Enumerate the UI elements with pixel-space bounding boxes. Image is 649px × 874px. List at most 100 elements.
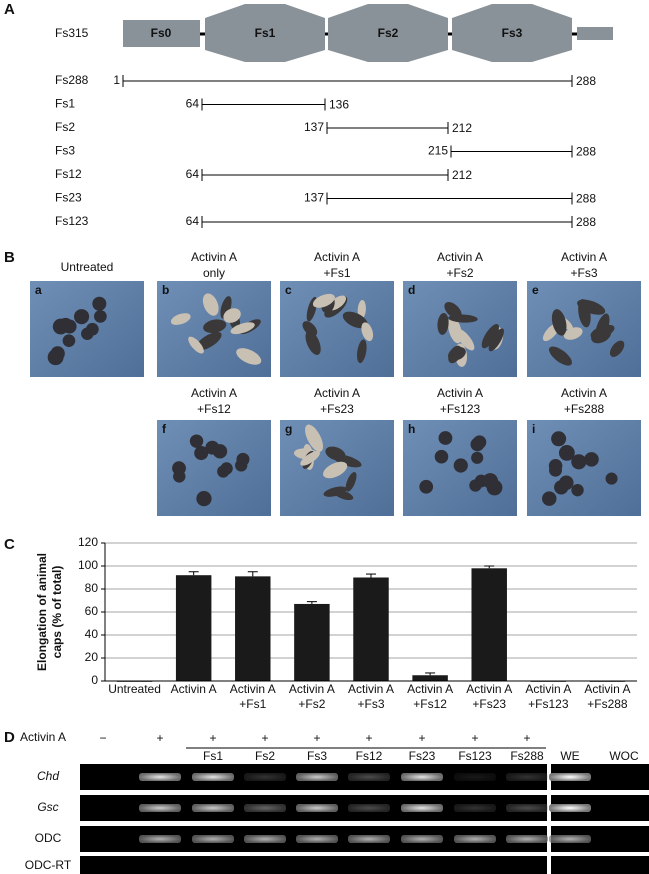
construct-end-label: 212: [452, 121, 472, 135]
explant: [471, 451, 484, 464]
panel-label: C: [4, 536, 15, 553]
lane-label: Fs3: [307, 749, 327, 763]
gel: [551, 856, 649, 874]
gel-band: [506, 804, 548, 812]
photo-title: Activin A: [437, 386, 483, 400]
photo-title: Activin A: [314, 250, 360, 264]
construct-name: Fs2: [55, 120, 75, 134]
photo-letter: c: [285, 283, 292, 297]
photo-title: +Fs123: [440, 402, 481, 416]
explant: [92, 296, 107, 311]
gel-band: [244, 804, 286, 812]
treatment-sign: +: [523, 731, 530, 745]
x-tick-label: +Fs23: [472, 697, 506, 711]
explant: [342, 311, 368, 329]
gel-band: [454, 773, 496, 781]
gel-band: [139, 773, 181, 781]
photo-title: +Fs3: [570, 266, 597, 280]
x-tick-label: Activin A: [289, 682, 335, 696]
treatment-sign: +: [209, 731, 216, 745]
explant: [195, 332, 222, 351]
explant: [47, 349, 64, 366]
row-label: ODC-RT: [25, 858, 72, 872]
explant: [188, 336, 204, 354]
explant: [312, 293, 335, 308]
error-bar: [425, 672, 436, 676]
photo-title: +Fs2: [446, 266, 473, 280]
photo-title: Activin A: [191, 250, 237, 264]
domain-label: Fs2: [378, 26, 399, 40]
treatment-sign: +: [261, 731, 268, 745]
explant: [437, 312, 449, 335]
y-axis-title-line: Elongation of animal: [35, 553, 49, 671]
y-tick-label: 120: [78, 535, 98, 549]
y-tick-label: 0: [91, 673, 98, 687]
y-tick-label: 100: [78, 558, 98, 572]
gel-band: [192, 773, 234, 781]
gel-band: [506, 773, 548, 781]
domain-label: Fs0: [151, 26, 172, 40]
photo-title: Activin A: [437, 250, 483, 264]
explant: [419, 479, 434, 494]
explant: [220, 462, 233, 475]
row-label: ODC: [35, 831, 62, 845]
explant: [302, 321, 318, 337]
explant: [551, 431, 567, 447]
construct-end-label: 288: [576, 215, 596, 229]
explant: [74, 309, 90, 325]
explant: [481, 323, 499, 349]
gel-band: [549, 773, 591, 781]
photo: [527, 281, 641, 377]
explant: [300, 451, 320, 466]
photo-letter: b: [162, 283, 169, 297]
explant: [345, 472, 357, 492]
panel-label: B: [4, 249, 15, 266]
explant: [542, 491, 557, 506]
gel-band: [401, 835, 443, 843]
construct-name: Fs123: [55, 214, 89, 228]
construct-name: Fs23: [55, 191, 82, 205]
construct-end-label: 288: [576, 74, 596, 88]
gel-band: [348, 835, 390, 843]
lane-label: Fs288: [510, 749, 544, 763]
explant: [571, 454, 587, 470]
bar: [353, 577, 389, 681]
lane-label: Fs12: [356, 749, 383, 763]
photo-title: +Fs1: [323, 266, 350, 280]
x-tick-label: +Fs288: [587, 697, 628, 711]
domain-label: Fs3: [502, 26, 523, 40]
explant: [472, 435, 487, 449]
explant: [194, 446, 209, 461]
explant: [571, 483, 584, 497]
photo-letter: a: [35, 283, 42, 297]
gel-band: [401, 804, 443, 812]
photo-letter: i: [532, 422, 535, 436]
treatment-sign: +: [418, 731, 425, 745]
explant: [62, 334, 76, 347]
photo-letter: e: [532, 283, 539, 297]
photo-title: Activin A: [561, 386, 607, 400]
lane-label: WOC: [609, 749, 639, 763]
explant: [323, 461, 348, 479]
construct-start: 215: [428, 144, 448, 158]
construct-name: Fs1: [55, 97, 75, 111]
construct-start: 64: [186, 97, 200, 111]
gel-band: [139, 804, 181, 812]
explant: [455, 328, 475, 351]
explant: [605, 472, 618, 485]
x-tick-label: Activin A: [466, 682, 512, 696]
explant: [189, 434, 204, 448]
construct-end-label: 288: [576, 145, 596, 159]
error-bar: [306, 601, 317, 604]
explant: [323, 486, 347, 497]
gel-band: [296, 835, 338, 843]
explant: [58, 317, 73, 333]
photo-title: +Fs288: [564, 402, 605, 416]
construct-end-label: 136: [329, 98, 349, 112]
explant: [170, 313, 191, 325]
gel-band: [139, 835, 181, 843]
photo-title: Activin A: [191, 386, 237, 400]
explant: [223, 308, 241, 323]
x-tick-label: +Fs3: [357, 697, 384, 711]
